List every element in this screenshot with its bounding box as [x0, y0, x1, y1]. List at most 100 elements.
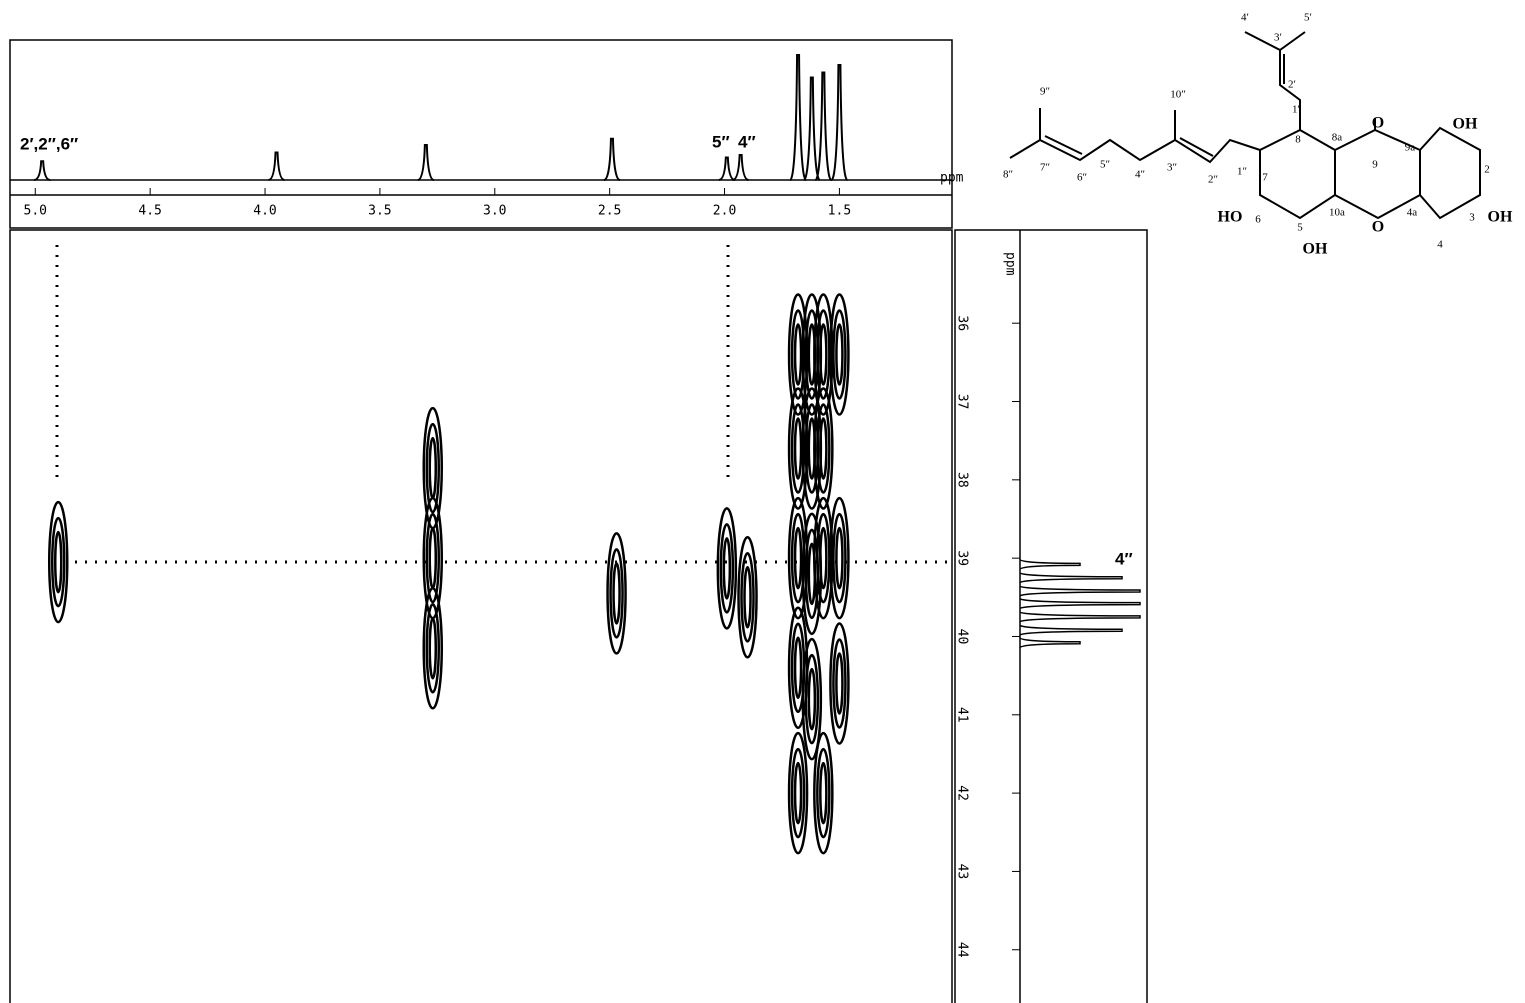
cross-peak	[743, 566, 752, 629]
cross-peak	[425, 512, 441, 604]
structure-label: O	[1372, 219, 1384, 236]
structure-label: 2′	[1288, 79, 1296, 91]
structure-label: 4″	[1135, 169, 1145, 181]
y-tick-label: 40	[955, 629, 970, 645]
structure-label: 5′	[1304, 12, 1312, 24]
cross-peak	[813, 731, 834, 855]
proton-peak	[830, 64, 849, 181]
carbon-peak	[1019, 558, 1081, 571]
cross-peak	[807, 667, 817, 731]
y-tick-label: 36	[955, 315, 970, 331]
structure-label: 3	[1469, 212, 1475, 224]
carbon-peak	[1019, 571, 1123, 584]
cross-peak	[790, 747, 806, 839]
y-tick-label: 39	[955, 550, 970, 566]
structure-label: 7″	[1040, 162, 1050, 174]
cross-peak	[609, 548, 624, 639]
structure-label: 5	[1297, 222, 1303, 234]
cross-peak	[606, 532, 627, 655]
y-tick-label: 37	[955, 394, 970, 410]
carbon-peak	[1019, 624, 1123, 636]
proton-peak	[268, 151, 285, 181]
cross-peak	[428, 616, 438, 680]
cross-peak	[835, 323, 844, 386]
cross-peak	[813, 387, 834, 510]
x-tick-label: 2.0	[713, 204, 736, 219]
cross-peak	[422, 586, 444, 710]
cross-peak	[816, 403, 831, 494]
cross-peak	[719, 523, 735, 614]
proton-peak	[417, 144, 435, 181]
cross-peak	[804, 653, 820, 745]
cross-peak	[716, 507, 738, 630]
proton-peak	[33, 160, 51, 181]
peak-annotation: 4″	[1115, 549, 1133, 568]
y-tick-label: 42	[955, 785, 970, 801]
cross-peak	[737, 536, 758, 659]
structure-label: 10″	[1170, 89, 1186, 101]
cross-peak	[428, 436, 438, 500]
cross-peak	[835, 526, 844, 590]
structure-label: 9a	[1405, 142, 1416, 154]
proton-peak	[603, 137, 621, 181]
cross-peak	[819, 323, 828, 386]
structure-label: OH	[1488, 209, 1513, 226]
x-tick-label: 4.0	[253, 204, 276, 219]
cross-peak	[829, 622, 850, 745]
cross-peak	[425, 602, 441, 694]
carbon-peak	[1019, 585, 1141, 597]
cross-peak	[829, 496, 850, 620]
proton-peak	[802, 76, 821, 181]
structure-label: 9	[1372, 159, 1378, 171]
structure-label: 4	[1437, 239, 1443, 251]
structure-label: O	[1372, 115, 1384, 132]
carbon-peak	[1019, 597, 1141, 610]
structure-label: 1″	[1237, 166, 1247, 178]
proton-peak	[789, 54, 808, 181]
cross-peak	[793, 417, 803, 480]
cross-peak	[801, 637, 823, 761]
cross-peak	[50, 516, 66, 608]
structure-label: 8a	[1332, 132, 1343, 144]
cross-peak	[612, 562, 621, 625]
peak-annotation: 4″	[738, 132, 756, 151]
structure-label: HO	[1218, 209, 1243, 226]
y-tick-label: 38	[955, 472, 970, 488]
structure-label: 9″	[1040, 86, 1050, 98]
proton-peak	[814, 71, 833, 181]
structure-label: 8	[1295, 134, 1301, 146]
structure-label: 10a	[1329, 207, 1345, 219]
structure-label: 6	[1255, 214, 1261, 226]
carbon-peak	[1019, 611, 1141, 623]
cross-peak	[832, 512, 847, 604]
structure-bonds	[1009, 31, 1481, 220]
structure-label: 3″	[1167, 162, 1177, 174]
x-tick-label: 1.5	[828, 204, 851, 219]
main-panel	[9, 229, 953, 1003]
y-axis-label: ppm	[1003, 252, 1018, 276]
structure-label: 2	[1484, 164, 1490, 176]
structure-label: 5″	[1100, 159, 1110, 171]
proton-peak	[732, 154, 749, 181]
peak-annotation: 5″	[712, 132, 730, 151]
carbon-panel	[954, 229, 1148, 1003]
x-axis-label: ppm	[940, 171, 964, 186]
structure-label: 8″	[1003, 169, 1013, 181]
structure-label: 4a	[1407, 207, 1418, 219]
x-tick-label: 5.0	[24, 204, 47, 219]
cross-peak	[829, 293, 850, 416]
proton-panel	[9, 39, 953, 229]
cross-peak	[428, 526, 438, 590]
cross-peak	[722, 537, 732, 600]
structure-label: 2″	[1208, 174, 1218, 186]
structure-label: OH	[1303, 241, 1328, 258]
carbon-peak	[1019, 636, 1081, 649]
y-tick-label: 41	[955, 707, 970, 723]
cross-peak	[819, 417, 828, 480]
cross-peak	[787, 731, 809, 855]
cross-peak	[832, 309, 847, 400]
cross-peak	[793, 323, 803, 386]
cross-peak	[793, 526, 803, 590]
